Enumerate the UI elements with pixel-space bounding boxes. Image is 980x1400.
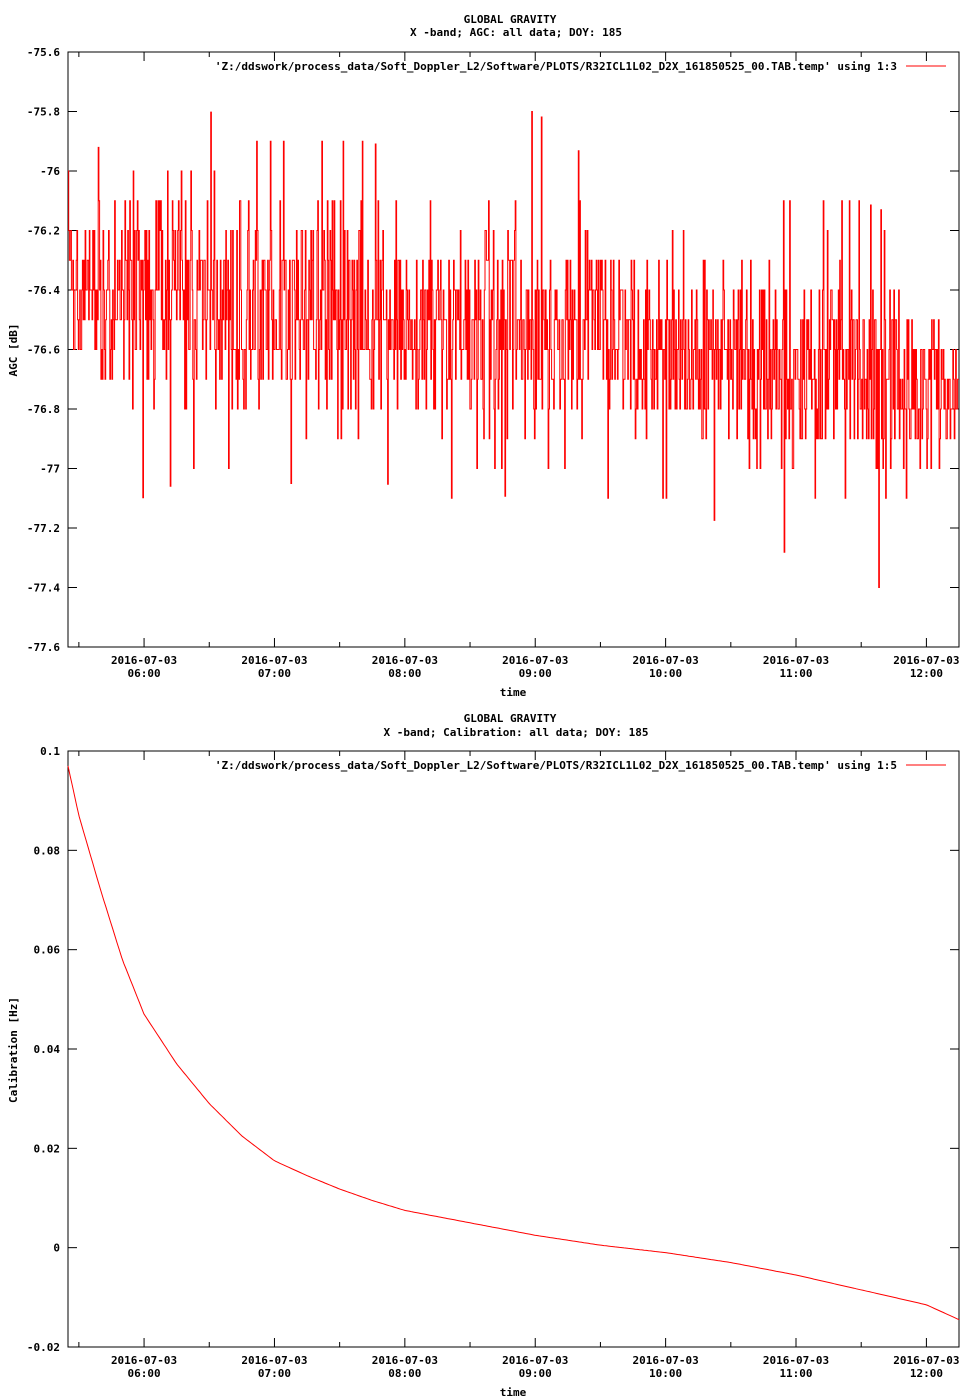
chart-subtitle: X -band; AGC: all data; DOY: 185 bbox=[410, 26, 622, 39]
y-tick-label: -75.8 bbox=[27, 106, 60, 119]
chart-title: GLOBAL GRAVITY bbox=[464, 13, 557, 26]
x-tick-date: 2016-07-03 bbox=[633, 1354, 699, 1367]
x-tick-date: 2016-07-03 bbox=[633, 654, 699, 667]
y-tick-label: 0.04 bbox=[34, 1043, 61, 1056]
y-axis: 0.1 0.08 0.06 0.04 0.02 0 -0.02 bbox=[27, 745, 959, 1354]
calibration-chart: GLOBAL GRAVITY X -band; Calibration: all… bbox=[7, 712, 960, 1399]
x-tick-date: 2016-07-03 bbox=[893, 654, 959, 667]
x-axis: 2016-07-0306:002016-07-0307:002016-07-03… bbox=[78, 751, 960, 1380]
y-tick-label: -77.6 bbox=[27, 641, 60, 654]
x-axis: 2016-07-0306:002016-07-0307:002016-07-03… bbox=[78, 52, 960, 680]
x-tick-date: 2016-07-03 bbox=[893, 1354, 959, 1367]
x-tick-date: 2016-07-03 bbox=[763, 1354, 829, 1367]
x-tick-time: 07:00 bbox=[258, 1367, 291, 1380]
x-tick-date: 2016-07-03 bbox=[111, 654, 177, 667]
x-axis-label: time bbox=[500, 686, 527, 699]
y-tick-label: 0.02 bbox=[34, 1142, 61, 1155]
chart-title: GLOBAL GRAVITY bbox=[464, 712, 557, 725]
y-tick-label: -77.4 bbox=[27, 582, 60, 595]
x-tick-time: 12:00 bbox=[910, 667, 943, 680]
y-tick-label: -0.02 bbox=[27, 1341, 60, 1354]
x-tick-time: 08:00 bbox=[388, 667, 421, 680]
legend-entry: 'Z:/ddswork/process_data/Soft_Doppler_L2… bbox=[215, 60, 897, 73]
x-tick-date: 2016-07-03 bbox=[372, 654, 438, 667]
chart-subtitle: X -band; Calibration: all data; DOY: 185 bbox=[384, 726, 649, 739]
y-tick-label: 0.08 bbox=[34, 844, 61, 857]
x-tick-date: 2016-07-03 bbox=[763, 654, 829, 667]
y-tick-label: 0.1 bbox=[40, 745, 60, 758]
x-tick-time: 08:00 bbox=[388, 1367, 421, 1380]
x-tick-time: 10:00 bbox=[649, 1367, 682, 1380]
x-tick-time: 12:00 bbox=[910, 1367, 943, 1380]
x-tick-time: 07:00 bbox=[258, 667, 291, 680]
agc-chart: GLOBAL GRAVITY X -band; AGC: all data; D… bbox=[7, 13, 960, 699]
x-tick-time: 06:00 bbox=[127, 667, 160, 680]
x-tick-date: 2016-07-03 bbox=[241, 1354, 307, 1367]
x-tick-date: 2016-07-03 bbox=[241, 654, 307, 667]
plot-frame bbox=[67, 750, 960, 1348]
y-tick-label: -77.2 bbox=[27, 522, 60, 535]
x-tick-time: 11:00 bbox=[779, 1367, 812, 1380]
y-tick-label: 0 bbox=[53, 1242, 60, 1255]
x-tick-time: 11:00 bbox=[779, 667, 812, 680]
y-axis-label: AGC [dB] bbox=[7, 324, 20, 377]
y-tick-label: -77 bbox=[40, 463, 60, 476]
series-line-calibration bbox=[67, 765, 960, 1321]
x-tick-date: 2016-07-03 bbox=[111, 1354, 177, 1367]
x-tick-date: 2016-07-03 bbox=[502, 1354, 568, 1367]
x-tick-time: 09:00 bbox=[519, 667, 552, 680]
y-axis-label: Calibration [Hz] bbox=[7, 997, 20, 1103]
y-tick-label: 0.06 bbox=[34, 944, 61, 957]
x-tick-date: 2016-07-03 bbox=[372, 1354, 438, 1367]
y-tick-label: -76 bbox=[40, 165, 60, 178]
x-tick-time: 06:00 bbox=[127, 1367, 160, 1380]
y-tick-label: -76.2 bbox=[27, 225, 60, 238]
y-tick-label: -76.8 bbox=[27, 403, 60, 416]
legend-entry: 'Z:/ddswork/process_data/Soft_Doppler_L2… bbox=[215, 759, 897, 772]
y-tick-label: -76.6 bbox=[27, 344, 60, 357]
y-tick-label: -76.4 bbox=[27, 284, 60, 297]
x-tick-date: 2016-07-03 bbox=[502, 654, 568, 667]
series-line-agc bbox=[68, 111, 959, 588]
x-tick-time: 10:00 bbox=[649, 667, 682, 680]
x-tick-time: 09:00 bbox=[519, 1367, 552, 1380]
x-axis-label: time bbox=[500, 1386, 527, 1399]
y-tick-label: -75.6 bbox=[27, 46, 60, 59]
